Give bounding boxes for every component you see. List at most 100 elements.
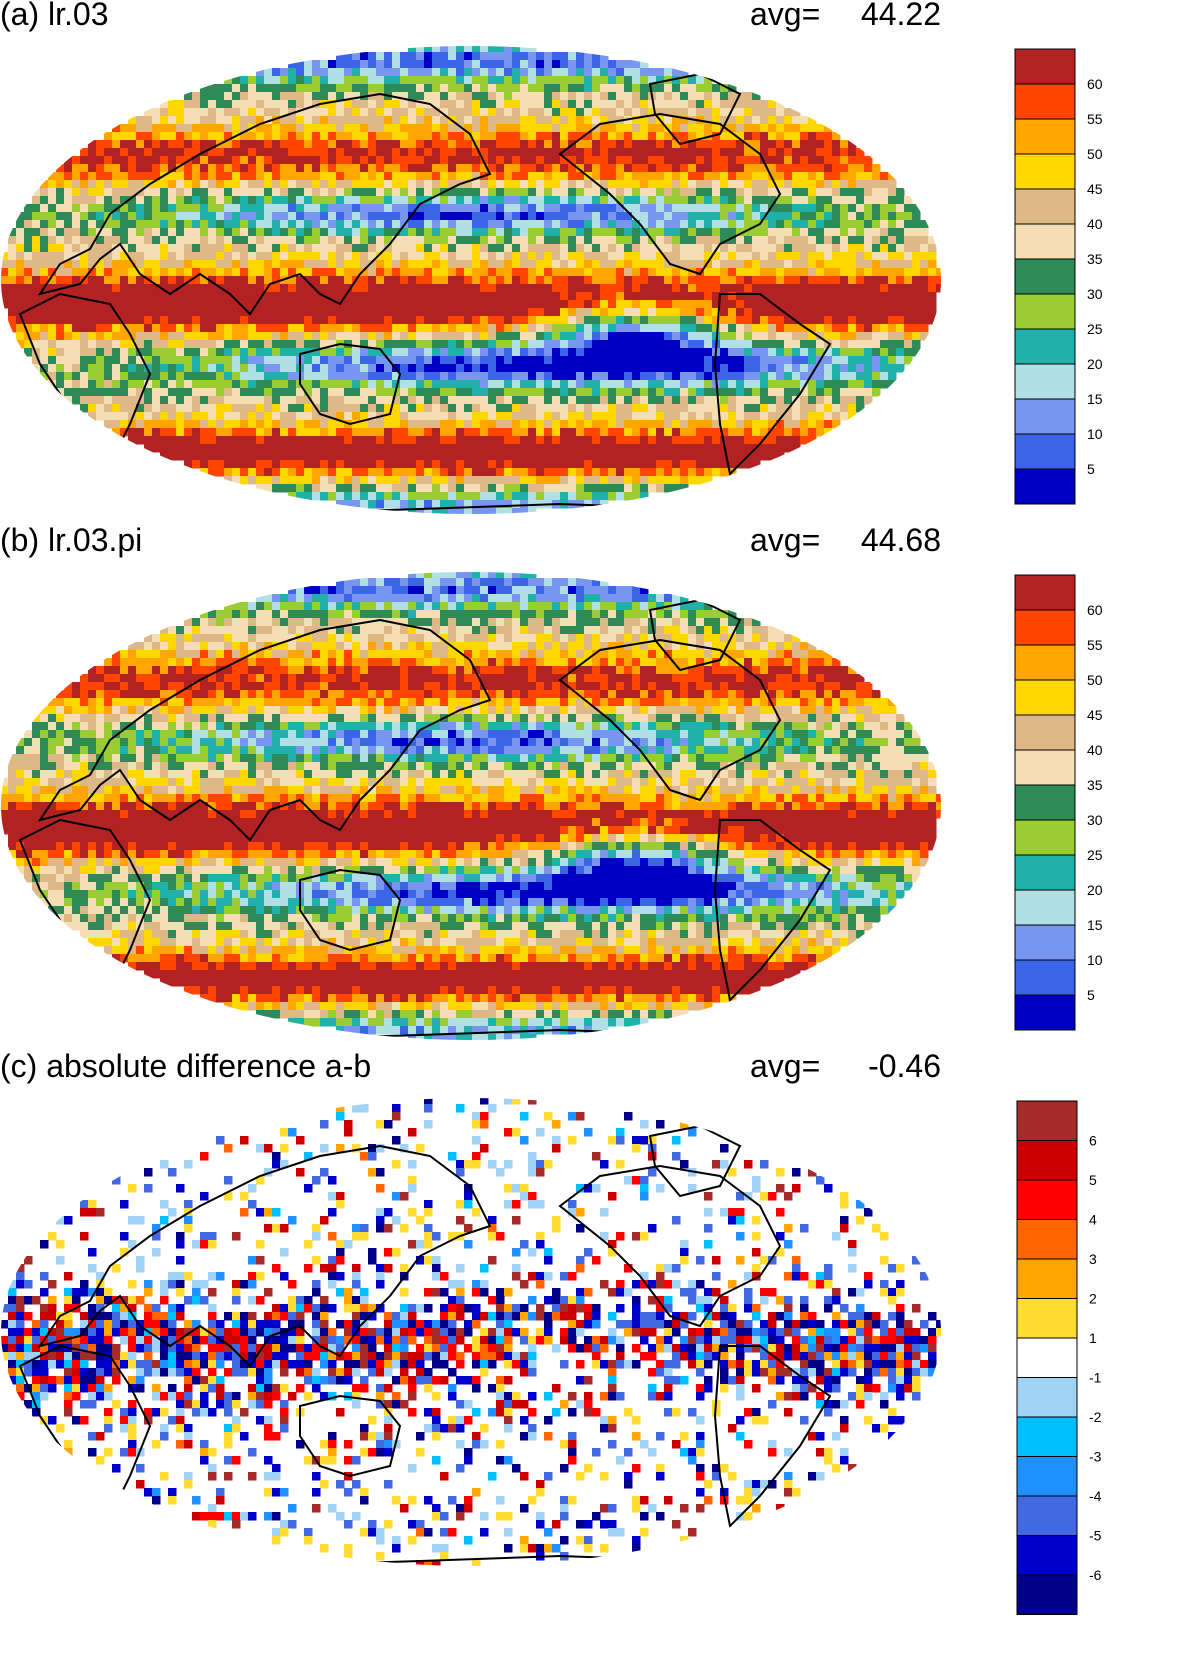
map-cell	[440, 46, 449, 53]
map-cell	[776, 396, 785, 405]
map-cell	[296, 412, 305, 421]
map-cell	[592, 308, 601, 317]
map-cell	[264, 196, 273, 205]
map-cell	[32, 252, 41, 261]
map-cell	[192, 100, 201, 109]
map-cell	[440, 276, 449, 285]
map-cell	[224, 292, 233, 301]
map-cell	[616, 380, 625, 389]
map-cell	[152, 412, 161, 421]
map-cell	[552, 196, 561, 205]
map-cell	[776, 212, 785, 221]
map-cell	[664, 108, 673, 117]
map-cell	[600, 60, 609, 69]
map-cell	[624, 228, 633, 237]
map-cell	[344, 252, 353, 261]
map-cell	[672, 156, 681, 165]
map-cell	[888, 252, 897, 261]
map-cell	[200, 260, 209, 269]
map-cell	[800, 148, 809, 157]
map-cell	[608, 372, 617, 381]
map-cell	[624, 276, 633, 285]
map-cell	[408, 92, 417, 101]
map-cell	[488, 316, 497, 325]
map-cell	[928, 300, 937, 309]
map-cell	[792, 356, 801, 365]
map-cell	[416, 340, 425, 349]
map-cell	[200, 228, 209, 237]
map-cell	[464, 148, 473, 157]
map-cell	[112, 340, 121, 349]
map-cell	[288, 372, 297, 381]
map-cell	[408, 220, 417, 229]
map-cell	[240, 444, 249, 453]
map-cell	[96, 340, 105, 349]
map-cell	[272, 188, 281, 197]
map-cell	[360, 220, 369, 229]
map-cell	[440, 412, 449, 421]
map-cell	[480, 276, 489, 285]
map-cell	[248, 116, 257, 125]
map-cell	[144, 348, 153, 357]
map-cell	[512, 292, 521, 301]
map-cell	[152, 188, 161, 197]
map-cell	[616, 252, 625, 261]
map-cell	[416, 236, 425, 245]
map-cell	[224, 300, 233, 309]
map-cell	[304, 140, 313, 149]
map-cell	[528, 204, 537, 213]
map-cell	[888, 172, 897, 181]
map-cell	[72, 164, 81, 173]
map-cell	[712, 116, 721, 125]
map-cell	[384, 68, 393, 77]
map-cell	[656, 172, 665, 181]
map-cell	[472, 316, 481, 325]
map-cell	[888, 284, 897, 293]
map-cell	[96, 204, 105, 213]
map-cell	[440, 220, 449, 229]
map-cell	[216, 164, 225, 173]
map-cell	[136, 412, 145, 421]
map-cell	[600, 124, 609, 133]
map-cell	[512, 412, 521, 421]
map-cell	[240, 276, 249, 285]
map-cell	[88, 292, 97, 301]
map-cell	[648, 124, 657, 133]
map-cell	[80, 260, 89, 269]
map-cell	[368, 380, 377, 389]
map-cell	[544, 84, 553, 93]
map-cell	[136, 164, 145, 173]
map-cell	[448, 444, 457, 453]
map-cell	[368, 196, 377, 205]
map-cell	[616, 292, 625, 301]
map-cell	[576, 292, 585, 301]
map-cell	[752, 284, 761, 293]
map-cell	[208, 140, 217, 149]
map-cell	[760, 300, 769, 309]
map-cell	[200, 124, 209, 133]
map-cell	[152, 140, 161, 149]
map-cell	[40, 236, 49, 245]
map-cell	[808, 332, 817, 341]
map-cell	[264, 308, 273, 317]
map-cell	[48, 196, 57, 205]
map-cell	[856, 180, 865, 189]
map-cell	[208, 188, 217, 197]
map-cell	[456, 316, 465, 325]
map-cell	[752, 228, 761, 237]
map-cell	[528, 116, 537, 125]
map-cell	[360, 204, 369, 213]
map-cell	[136, 428, 145, 437]
map-cell	[576, 84, 585, 93]
map-cell	[232, 228, 241, 237]
map-cell	[688, 404, 697, 413]
map-cell	[256, 276, 265, 285]
map-cell	[712, 220, 721, 229]
map-cell	[904, 324, 913, 333]
map-cell	[792, 140, 801, 149]
map-cell	[640, 220, 649, 229]
map-cell	[416, 84, 425, 93]
map-cell	[264, 164, 273, 173]
map-cell	[520, 228, 529, 237]
map-cell	[744, 284, 753, 293]
